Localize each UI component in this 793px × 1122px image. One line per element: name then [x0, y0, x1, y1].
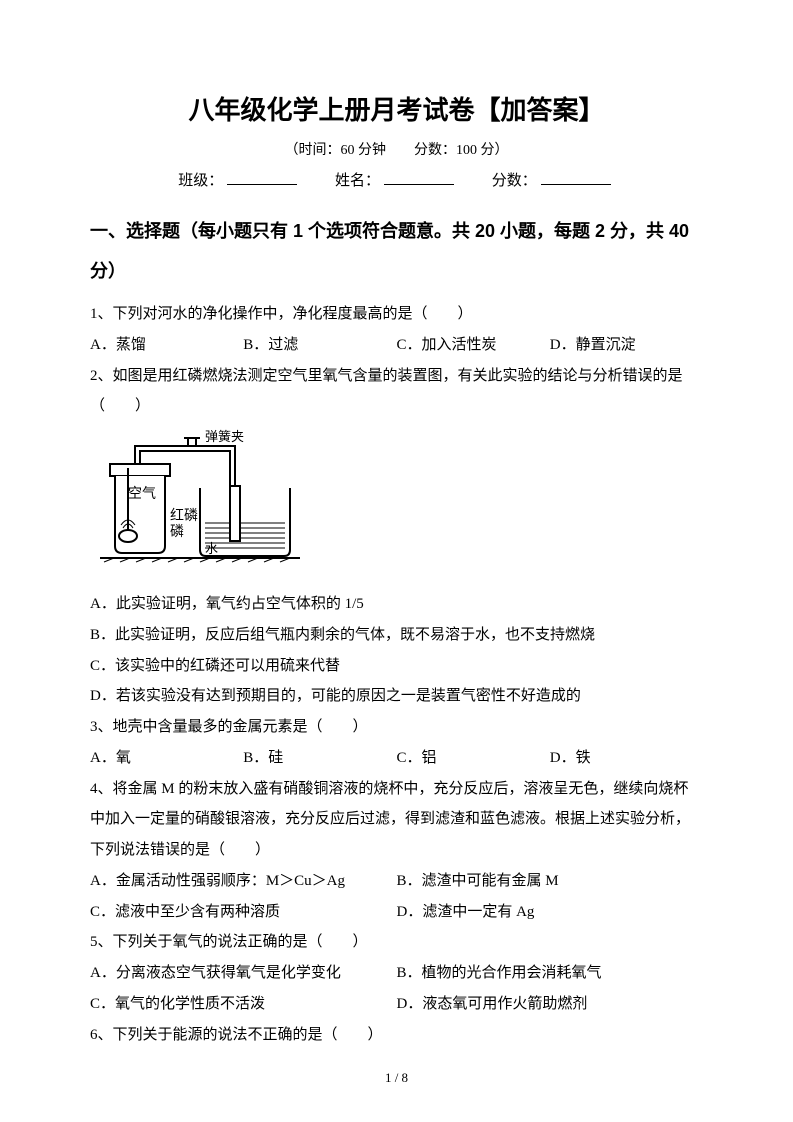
q2-opt-d[interactable]: D．若该实验没有达到预期目的，可能的原因之一是装置气密性不好造成的 — [90, 681, 703, 712]
p-label: 红磷 — [170, 508, 198, 524]
q2-diagram: 弹簧夹 空气 红磷 磷 水 — [90, 428, 703, 583]
q5-opt-c[interactable]: C．氧气的化学性质不活泼 — [90, 989, 397, 1020]
q5-opt-d[interactable]: D．液态氧可用作火箭助燃剂 — [397, 989, 704, 1020]
q1-stem: 1、下列对河水的净化操作中，净化程度最高的是（ ） — [90, 299, 703, 330]
class-blank[interactable] — [227, 169, 297, 185]
q4-options-1: A．金属活动性强弱顺序：M＞Cu＞Ag B．滤渣中可能有金属 M — [90, 866, 703, 897]
q3-opt-d[interactable]: D．铁 — [550, 743, 703, 774]
score-label: 分数： — [492, 173, 537, 189]
score-blank[interactable] — [541, 169, 611, 185]
svg-text:磷: 磷 — [170, 524, 184, 540]
q4-opt-b[interactable]: B．滤渣中可能有金属 M — [397, 866, 704, 897]
q3-opt-a[interactable]: A．氧 — [90, 743, 243, 774]
water-label: 水 — [205, 541, 218, 556]
air-label: 空气 — [128, 486, 156, 502]
q3-opt-b[interactable]: B．硅 — [243, 743, 396, 774]
q1-opt-a[interactable]: A．蒸馏 — [90, 330, 243, 361]
q5-opt-a[interactable]: A．分离液态空气获得氧气是化学变化 — [90, 958, 397, 989]
q4-opt-a[interactable]: A．金属活动性强弱顺序：M＞Cu＞Ag — [90, 866, 397, 897]
q4-opt-d[interactable]: D．滤渣中一定有 Ag — [397, 897, 704, 928]
q1-opt-b[interactable]: B．过滤 — [243, 330, 396, 361]
q1-opt-d[interactable]: D．静置沉淀 — [550, 330, 703, 361]
q4-options-2: C．滤液中至少含有两种溶质 D．滤渣中一定有 Ag — [90, 897, 703, 928]
exam-subtitle: （时间：60 分钟 分数：100 分） — [90, 139, 703, 159]
q1-options: A．蒸馏 B．过滤 C．加入活性炭 D．静置沉淀 — [90, 330, 703, 361]
q3-options: A．氧 B．硅 C．铝 D．铁 — [90, 743, 703, 774]
q1-opt-c[interactable]: C．加入活性炭 — [397, 330, 550, 361]
q6-stem: 6、下列关于能源的说法不正确的是（ ） — [90, 1020, 703, 1051]
page-number: 1 / 8 — [0, 1070, 793, 1086]
q3-opt-c[interactable]: C．铝 — [397, 743, 550, 774]
q2-opt-b[interactable]: B．此实验证明，反应后组气瓶内剩余的气体，既不易溶于水，也不支持燃烧 — [90, 620, 703, 651]
name-label: 姓名： — [335, 173, 380, 189]
meta-line: 班级： 姓名： 分数： — [90, 169, 703, 190]
q4-opt-c[interactable]: C．滤液中至少含有两种溶质 — [90, 897, 397, 928]
q5-opt-b[interactable]: B．植物的光合作用会消耗氧气 — [397, 958, 704, 989]
exam-title: 八年级化学上册月考试卷【加答案】 — [90, 90, 703, 127]
q2-opt-c[interactable]: C．该实验中的红磷还可以用硫来代替 — [90, 651, 703, 682]
name-blank[interactable] — [384, 169, 454, 185]
class-label: 班级： — [178, 173, 223, 189]
q4-stem: 4、将金属 M 的粉末放入盛有硝酸铜溶液的烧杯中，充分反应后，溶液呈无色，继续向… — [90, 774, 703, 866]
q5-options-2: C．氧气的化学性质不活泼 D．液态氧可用作火箭助燃剂 — [90, 989, 703, 1020]
q2-stem: 2、如图是用红磷燃烧法测定空气里氧气含量的装置图，有关此实验的结论与分析错误的是… — [90, 361, 703, 423]
q5-stem: 5、下列关于氧气的说法正确的是（ ） — [90, 927, 703, 958]
section-1-head: 一、选择题（每小题只有 1 个选项符合题意。共 20 小题，每题 2 分，共 4… — [90, 212, 703, 291]
clip-label: 弹簧夹 — [205, 429, 244, 444]
q2-opt-a[interactable]: A．此实验证明，氧气约占空气体积的 1/5 — [90, 589, 703, 620]
q3-stem: 3、地壳中含量最多的金属元素是（ ） — [90, 712, 703, 743]
q5-options-1: A．分离液态空气获得氧气是化学变化 B．植物的光合作用会消耗氧气 — [90, 958, 703, 989]
